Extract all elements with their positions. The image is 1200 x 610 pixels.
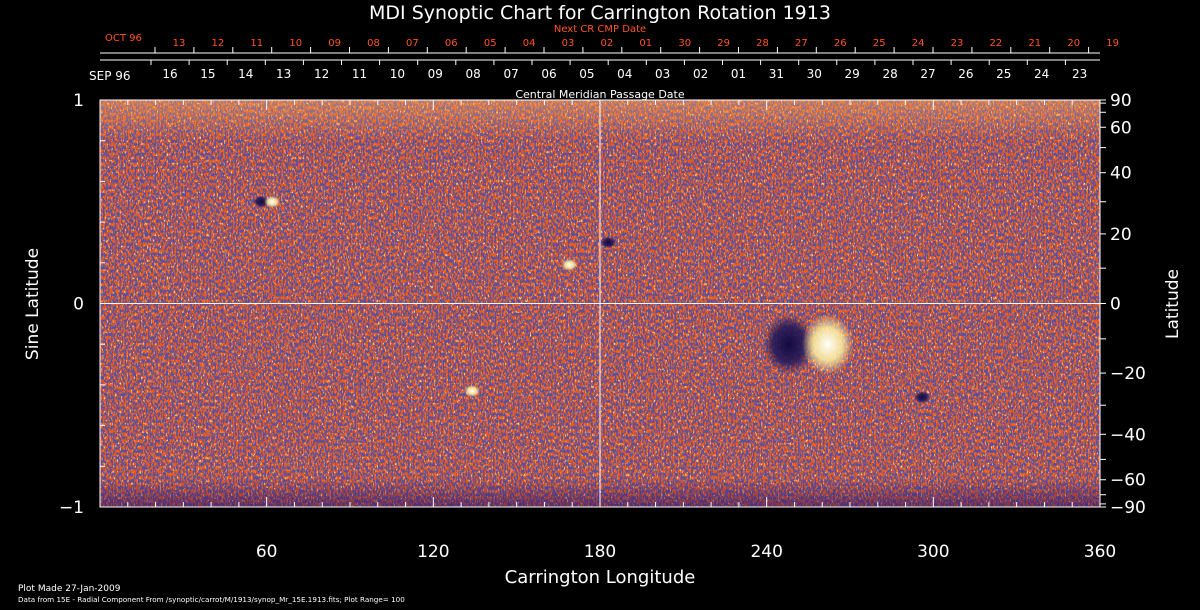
top-axis-tick-label: 23 — [951, 38, 964, 49]
cmp-axis-tick-label: 07 — [503, 67, 518, 81]
top-axis-tick-label: 13 — [173, 38, 186, 49]
y-left-label: Sine Latitude — [23, 248, 43, 360]
cmp-axis-tick-label: 01 — [731, 67, 746, 81]
top-axis-tick-label: 05 — [484, 38, 497, 49]
cmp-axis-tick-label: 13 — [276, 67, 291, 81]
x-axis-tick-label: 60 — [256, 542, 278, 562]
x-axis-tick-label: 360 — [1084, 542, 1116, 562]
negative-polarity-region — [914, 391, 931, 404]
sine-latitude-axis: 1 0 −1 — [59, 91, 110, 518]
top-axis-tick-label: 21 — [1028, 38, 1041, 49]
y-right-tick-label: 40 — [1110, 164, 1132, 184]
top-axis-tick-label: 11 — [250, 38, 263, 49]
top-axis-tick-label: 24 — [912, 38, 925, 49]
y-right-tick-label: −90 — [1110, 498, 1146, 518]
y-right-tick-label: 0 — [1110, 295, 1121, 315]
cmp-axis-label: Central Meridian Passage Date — [515, 88, 684, 101]
y-right-tick-label: 60 — [1110, 118, 1132, 138]
top-axis-tick-label: 27 — [795, 38, 808, 49]
cmp-axis-tick-label: 12 — [314, 67, 329, 81]
data-source-note: Data from 15E - Radial Component From /s… — [18, 595, 405, 604]
y-right-label: Latitude — [1163, 269, 1183, 339]
cmp-axis-tick-label: 30 — [807, 67, 822, 81]
cmp-axis-tick-label: 25 — [996, 67, 1011, 81]
top-axis-tick-label: 10 — [289, 38, 302, 49]
x-axis-label: Carrington Longitude — [505, 567, 696, 588]
cmp-axis-tick-label: 05 — [579, 67, 594, 81]
cmp-axis-tick-label: 27 — [920, 67, 935, 81]
top-axis-tick-label: 22 — [990, 38, 1003, 49]
top-axis-tick-label: 08 — [367, 38, 380, 49]
y-right-tick-label: 90 — [1110, 91, 1132, 111]
top-axis-tick-label: 03 — [562, 38, 575, 49]
positive-polarity-region — [264, 195, 281, 208]
magnetic-features — [253, 195, 931, 404]
cmp-axis-tick-label: 04 — [617, 67, 632, 81]
cmp-axis-tick-label: 24 — [1034, 67, 1049, 81]
cmp-axis-tick-label: 11 — [352, 67, 367, 81]
x-axis-tick-label: 300 — [917, 542, 949, 562]
top-axis-tick-label: 04 — [523, 38, 536, 49]
x-axis-tick-label: 180 — [584, 542, 616, 562]
plot-made-note: Plot Made 27-Jan-2009 — [18, 584, 121, 594]
top-axis-tick-label: 28 — [756, 38, 769, 49]
y-right-tick-label: −60 — [1110, 471, 1146, 491]
x-axis-tick-label: 120 — [417, 542, 449, 562]
cmp-axis-tick-label: 16 — [162, 67, 177, 81]
cmp-axis-tick-label: 15 — [200, 67, 215, 81]
top-axis-tick-label: 20 — [1067, 38, 1080, 49]
cmp-axis-tick-label: 23 — [1072, 67, 1087, 81]
cmp-axis-tick-label: 09 — [428, 67, 443, 81]
top-axis-tick-label: 12 — [212, 38, 225, 49]
cmp-axis-month: SEP 96 — [89, 69, 131, 83]
chart-title: MDI Synoptic Chart for Carrington Rotati… — [369, 2, 831, 24]
positive-polarity-region — [801, 314, 854, 375]
cmp-axis-tick-label: 02 — [693, 67, 708, 81]
top-axis-tick-label: 26 — [834, 38, 847, 49]
top-axis-tick-label: 19 — [1106, 38, 1119, 49]
negative-polarity-region — [762, 314, 815, 375]
cmp-axis-tick-label: 03 — [655, 67, 670, 81]
next-cr-axis: 13 12 11 10 09 08 07 06 05 04 03 02 01 30 29 28 27 26 25 24… — [100, 38, 1119, 54]
cmp-date-axis: 16 15 14 13 12 11 10 09 08 07 06 05 04 03 02 01 31 30 29 28… — [100, 59, 1100, 81]
cmp-axis-tick-label: 31 — [769, 67, 784, 81]
y-right-tick-label: −40 — [1110, 425, 1146, 445]
negative-polarity-region — [600, 236, 617, 249]
top-axis-tick-label: 29 — [717, 38, 730, 49]
cmp-axis-tick-label: 10 — [390, 67, 405, 81]
plot-area — [99, 99, 1101, 508]
y-left-tick-label: −1 — [59, 498, 84, 518]
cmp-axis-tick-label: 14 — [238, 67, 253, 81]
y-left-tick-label: 1 — [73, 91, 84, 111]
cmp-axis-tick-label: 26 — [958, 67, 973, 81]
negative-polarity-region — [253, 195, 270, 208]
top-axis-tick-label: 01 — [639, 38, 652, 49]
cmp-axis-tick-label: 29 — [845, 67, 860, 81]
top-axis-tick-label: 25 — [873, 38, 886, 49]
latitude-axis: 90 60 40 20 0 −20 −40 −60 −90 — [1100, 91, 1146, 518]
top-axis-tick-label: 30 — [678, 38, 691, 49]
y-left-tick-label: 0 — [73, 295, 84, 315]
top-axis-month: OCT 96 — [105, 33, 142, 44]
positive-polarity-region — [561, 258, 578, 271]
top-axis-tick-label: 07 — [406, 38, 419, 49]
y-right-tick-label: 20 — [1110, 225, 1132, 245]
cmp-axis-tick-label: 28 — [882, 67, 897, 81]
cmp-axis-tick-label: 08 — [466, 67, 481, 81]
top-axis-tick-label: 06 — [445, 38, 458, 49]
top-axis-tick-label: 09 — [328, 38, 341, 49]
top-axis-label: Next CR CMP Date — [554, 24, 646, 35]
longitude-axis: 60 120 180 240 300 360 — [127, 100, 1116, 562]
cmp-axis-tick-label: 06 — [541, 67, 556, 81]
x-axis-tick-label: 240 — [750, 542, 782, 562]
y-right-tick-label: −20 — [1110, 364, 1146, 384]
positive-polarity-region — [464, 385, 481, 398]
top-axis-tick-label: 02 — [601, 38, 614, 49]
